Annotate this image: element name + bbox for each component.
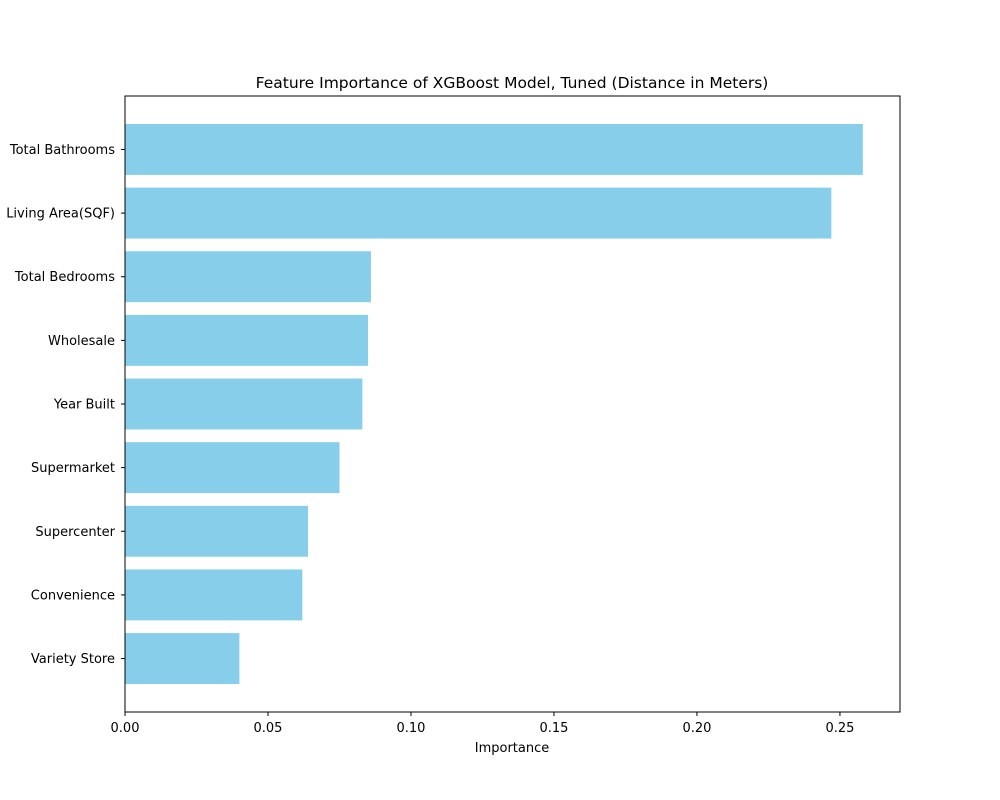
y-tick-label: Convenience (31, 588, 115, 603)
bar (125, 442, 340, 494)
bars-layer (125, 124, 863, 684)
x-axis-label: Importance (475, 741, 550, 756)
bar (125, 569, 303, 621)
bar (125, 505, 309, 557)
x-tick-label: 0.20 (682, 721, 711, 736)
bar (125, 124, 863, 175)
y-tick-label: Variety Store (31, 652, 115, 667)
bar (125, 378, 363, 430)
x-axis: 0.00 0.05 0.10 0.15 0.20 0.25 (111, 712, 854, 736)
chart-title: Feature Importance of XGBoost Model, Tun… (256, 74, 769, 92)
y-tick-label: Supercenter (35, 525, 115, 540)
y-tick-label: Total Bathrooms (9, 143, 115, 158)
y-tick-label: Living Area(SQF) (6, 207, 115, 222)
bar (125, 187, 832, 239)
bar (125, 633, 240, 684)
y-axis: Total Bathrooms Living Area(SQF) Total Bed… (6, 143, 125, 667)
x-tick-label: 0.15 (539, 721, 568, 736)
bar (125, 251, 371, 303)
y-tick-label: Supermarket (31, 461, 115, 476)
x-tick-label: 0.25 (825, 721, 854, 736)
x-tick-label: 0.05 (254, 721, 283, 736)
y-tick-label: Wholesale (48, 334, 115, 349)
y-tick-label: Total Bedrooms (14, 270, 115, 285)
x-tick-label: 0.00 (111, 721, 140, 736)
x-tick-label: 0.10 (397, 721, 426, 736)
bar (125, 314, 369, 366)
y-tick-label: Year Built (53, 398, 115, 413)
